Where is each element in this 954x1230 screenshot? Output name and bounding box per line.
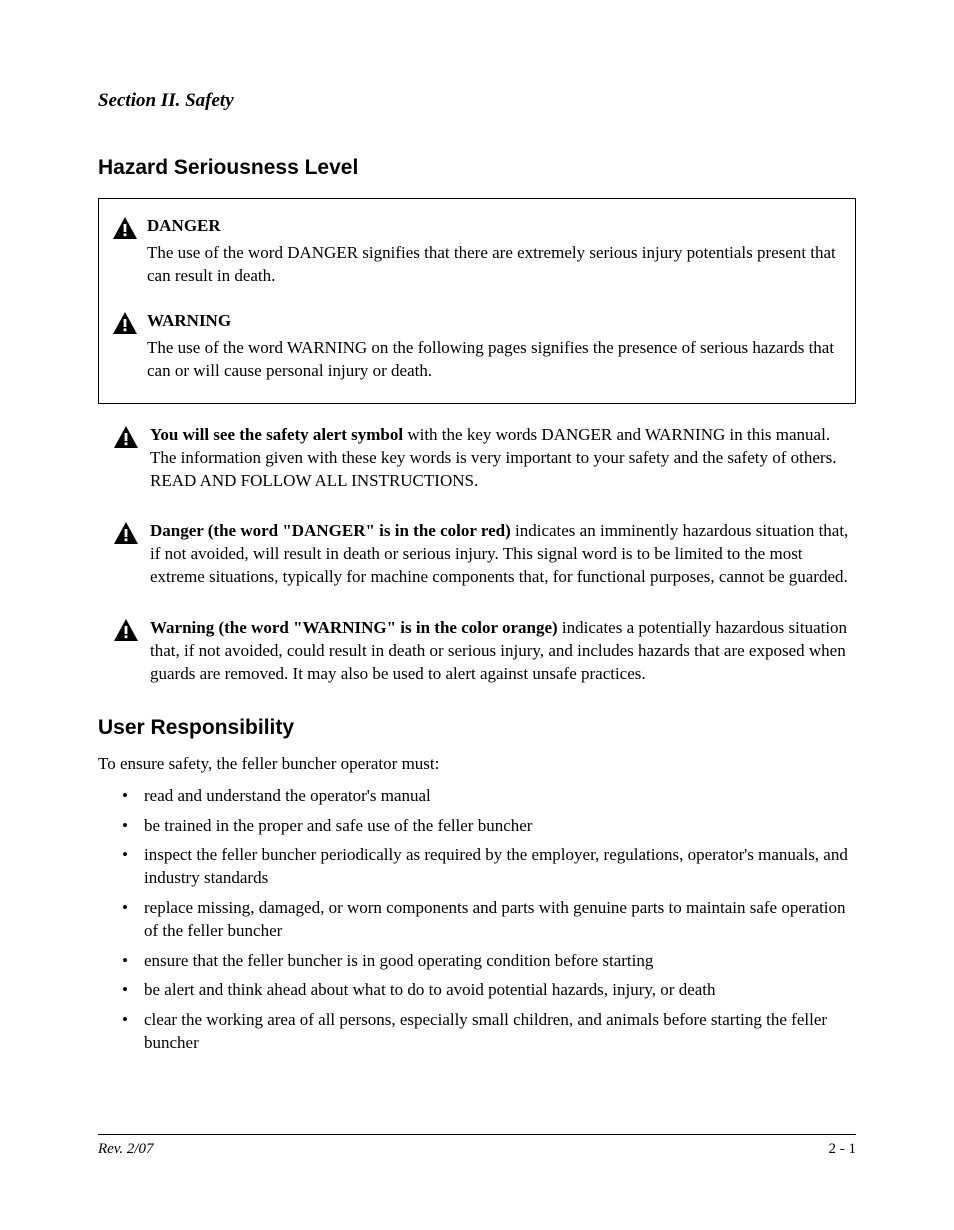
para-lead: You will see the safety alert symbol [150,425,403,444]
symbol-paragraph-list: You will see the safety alert symbol wit… [98,424,856,686]
list-item: replace missing, damaged, or worn compon… [122,896,856,943]
footer-page: 2 - 1 [829,1141,857,1158]
warning-body: The use of the word WARNING on the follo… [147,337,839,383]
list-item: inspect the feller buncher periodically … [122,843,856,890]
symbol-paragraph-body: Warning (the word "WARNING" is in the co… [150,617,856,686]
list-item: be trained in the proper and safe use of… [122,814,856,837]
symbol-paragraph-body: Danger (the word "DANGER" is in the colo… [150,520,856,589]
alert-icon [114,426,138,453]
alert-icon [113,312,137,339]
alert-icon [113,217,137,244]
symbol-paragraph: You will see the safety alert symbol wit… [114,424,856,493]
danger-label: DANGER [147,216,221,235]
alert-icon [114,619,138,646]
list-item: read and understand the operator's manua… [122,784,856,807]
danger-text: DANGER The use of the word DANGER signif… [147,215,839,292]
warning-text: WARNING The use of the word WARNING on t… [147,310,839,387]
user-responsibility-title: User Responsibility [98,716,856,740]
user-responsibility-intro: To ensure safety, the feller buncher ope… [98,754,856,774]
section-title: Hazard Seriousness Level [98,156,856,180]
alert-icon [114,522,138,549]
warning-block: WARNING The use of the word WARNING on t… [113,310,839,387]
warning-label: WARNING [147,311,231,330]
user-responsibility-list: read and understand the operator's manua… [122,784,856,1055]
footer-rev: Rev. 2/07 [98,1141,154,1158]
running-head: Section II. Safety [98,90,856,112]
symbol-paragraph: Warning (the word "WARNING" is in the co… [114,617,856,686]
list-item: clear the working area of all persons, e… [122,1008,856,1055]
danger-body: The use of the word DANGER signifies tha… [147,242,839,288]
para-lead: Danger (the word "DANGER" is in the colo… [150,521,511,540]
danger-block: DANGER The use of the word DANGER signif… [113,215,839,292]
list-item: be alert and think ahead about what to d… [122,978,856,1001]
symbol-paragraph: Danger (the word "DANGER" is in the colo… [114,520,856,589]
warning-box: DANGER The use of the word DANGER signif… [98,198,856,404]
page: Section II. Safety Hazard Seriousness Le… [0,0,954,1230]
para-lead: Warning (the word "WARNING" is in the co… [150,618,558,637]
list-item: ensure that the feller buncher is in goo… [122,949,856,972]
symbol-paragraph-body: You will see the safety alert symbol wit… [150,424,856,493]
page-footer: Rev. 2/07 2 - 1 [98,1134,856,1158]
